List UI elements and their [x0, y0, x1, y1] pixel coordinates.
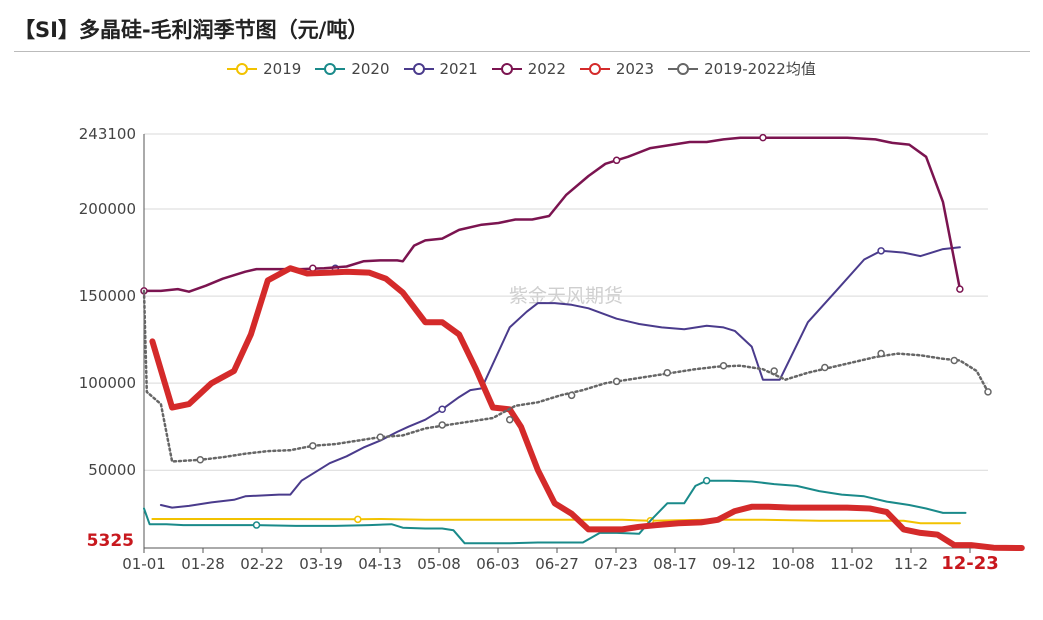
legend-label: 2019 — [263, 59, 302, 78]
y-tick-label: 50000 — [88, 461, 136, 479]
x-tick-label: 03-19 — [299, 555, 343, 573]
y-min-label: 5325 — [87, 531, 134, 551]
x-tick-label: 09-12 — [712, 555, 756, 573]
data-point-2019-2022均值 — [950, 356, 958, 365]
x-tick-label: 06-27 — [535, 555, 579, 573]
legend-label: 2022 — [527, 59, 566, 78]
x-tick-label: 10-08 — [771, 555, 815, 573]
y-tick-label: 100000 — [79, 374, 136, 392]
series-line-2021 — [159, 246, 961, 509]
x-tick-label: 06-03 — [476, 555, 520, 573]
data-point-2019-2022均值 — [376, 433, 385, 441]
data-point-2019-2022均值 — [309, 442, 317, 450]
series-line-2022 — [142, 136, 962, 293]
y-tick-label: 200000 — [79, 200, 136, 218]
y-tick-label: 150000 — [79, 287, 136, 305]
x-tick-label: 04-13 — [358, 555, 402, 573]
legend-swatch — [491, 62, 522, 75]
legend: 2019 2020 2021 2022 2023 2019-2022均值 — [0, 58, 1043, 80]
x-tick-label: 07-23 — [594, 555, 638, 573]
data-point-2019-2022均值 — [821, 363, 829, 372]
x-tick-label: 11-2 — [894, 555, 928, 573]
legend-swatch — [579, 62, 610, 75]
data-point-2022 — [956, 285, 964, 293]
data-point-2020 — [252, 521, 261, 529]
legend-item-2023[interactable]: 2023 — [579, 59, 655, 78]
legend-item-2022[interactable]: 2022 — [491, 59, 566, 78]
data-point-2022 — [612, 156, 621, 165]
series-line-2020 — [143, 479, 967, 545]
chart-title: 【SI】多晶硅-毛利润季节图（元/吨） — [14, 18, 369, 42]
data-point-2019 — [354, 515, 362, 524]
data-point-2022 — [759, 133, 767, 142]
title-divider — [14, 51, 1030, 52]
x-tick-label: 11-02 — [830, 555, 874, 573]
legend-item-2019[interactable]: 2019 — [227, 60, 301, 78]
legend-swatch — [403, 62, 434, 75]
series-line-2019 — [151, 518, 961, 525]
x-tick-label: 02-22 — [240, 555, 284, 573]
data-point-2019-2022均值 — [984, 388, 992, 396]
data-point-2020 — [702, 476, 711, 485]
data-point-2019-2022均值 — [877, 349, 885, 358]
data-point-2021 — [438, 405, 446, 414]
legend-item-2019-2022均值[interactable]: 2019-2022均值 — [668, 58, 816, 79]
legend-swatch — [315, 62, 346, 75]
data-point-2019-2022均值 — [196, 456, 205, 464]
data-point-2019-2022均值 — [438, 421, 446, 429]
x-tick-label: 12-23 — [941, 553, 999, 574]
data-point-2019-2022均值 — [505, 415, 514, 424]
legend-swatch — [668, 62, 699, 75]
data-point-2019-2022均值 — [770, 367, 778, 375]
data-point-2019-2022均值 — [612, 377, 621, 386]
x-tick-label: 05-08 — [417, 555, 461, 573]
x-tick-label: 01-28 — [181, 555, 225, 573]
data-point-2019-2022均值 — [663, 368, 672, 377]
y-tick-label: 243100 — [79, 125, 136, 143]
x-tick-label: 08-17 — [653, 555, 697, 573]
series-line-2023 — [149, 265, 1025, 551]
legend-label: 2019-2022均值 — [704, 60, 816, 78]
data-point-2019-2022均值 — [719, 361, 728, 370]
legend-item-2021[interactable]: 2021 — [403, 59, 478, 78]
x-tick-label: 01-01 — [122, 555, 166, 573]
legend-swatch — [227, 62, 258, 75]
legend-label: 2021 — [439, 59, 478, 78]
legend-label: 2020 — [351, 59, 390, 78]
data-point-2019-2022均值 — [567, 391, 576, 400]
legend-item-2020[interactable]: 2020 — [315, 59, 390, 78]
data-point-2021 — [877, 247, 885, 255]
legend-label: 2023 — [615, 59, 655, 78]
series-line-2019-2022均值 — [142, 289, 990, 463]
